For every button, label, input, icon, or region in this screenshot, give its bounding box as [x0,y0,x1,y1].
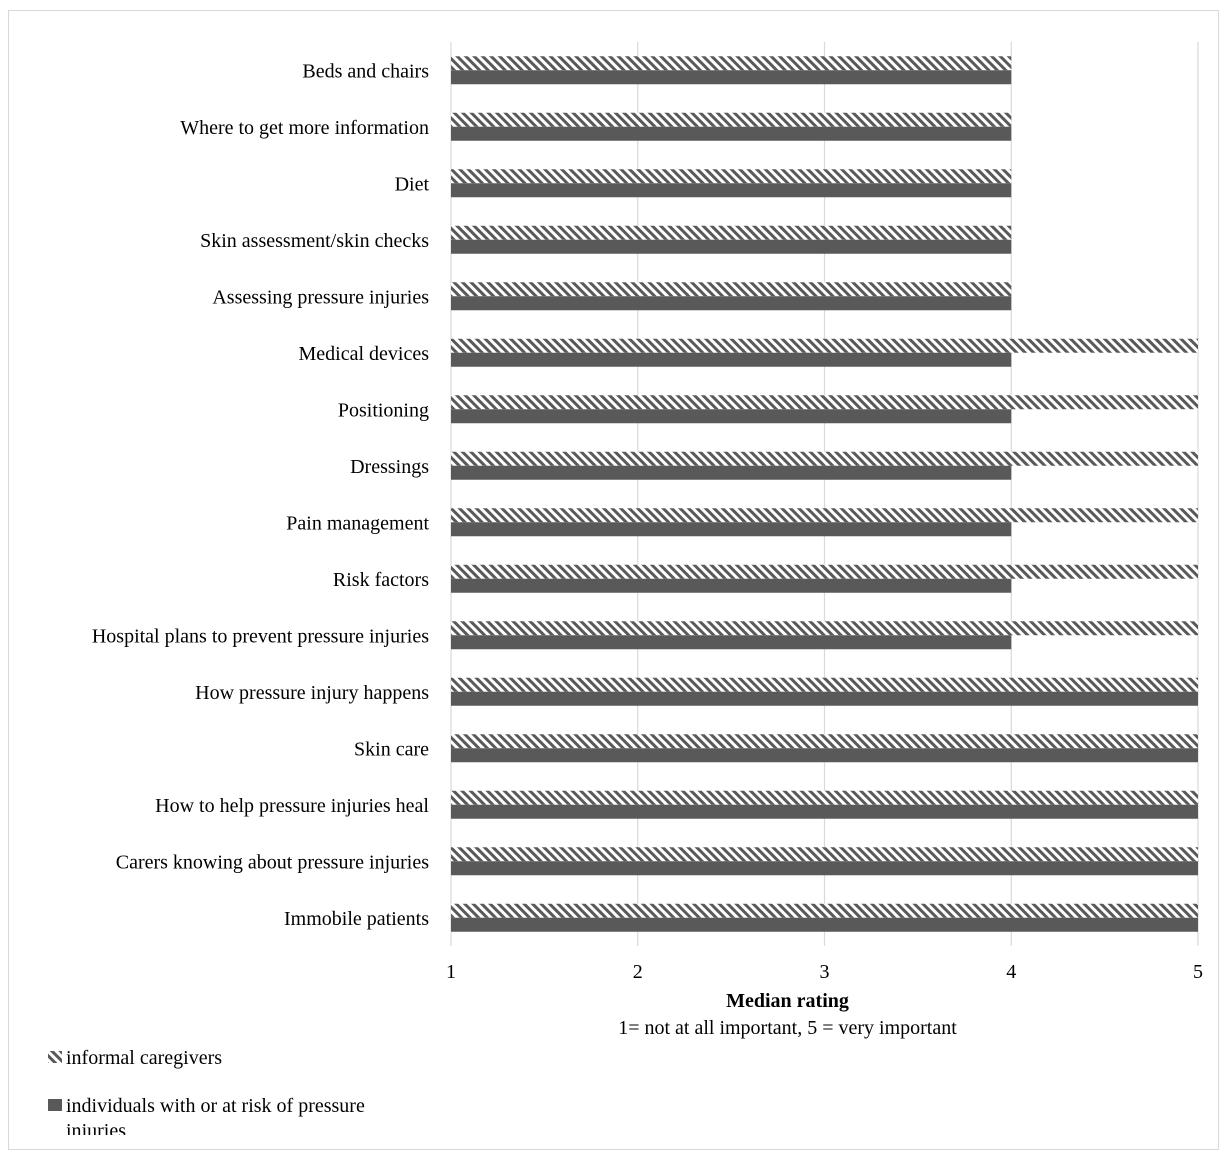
category-label: Skin assessment/skin checks [200,230,429,252]
x-tick-label: 5 [1193,961,1203,983]
bar-informal-caregivers [451,564,1198,579]
x-tick-label: 1 [446,961,456,983]
x-tick-labels: 1 2 3 4 5 [446,961,1203,983]
legend: informal caregivers individuals with or … [48,1047,370,1135]
legend-swatch-hatched [48,1051,62,1063]
category-label: Beds and chairs [302,60,429,82]
bar-individuals [451,409,1012,424]
bar-individuals [451,70,1012,85]
legend-swatch-solid [48,1099,62,1111]
category-label: Pain management [286,512,429,534]
bar-individuals [451,352,1012,367]
bar-informal-caregivers [451,56,1012,71]
category-label: How pressure injury happens [195,682,429,704]
bar-individuals [451,917,1198,932]
bar-informal-caregivers [451,338,1198,353]
bar-individuals [451,748,1198,763]
category-label: Risk factors [333,569,429,591]
bar-informal-caregivers [451,395,1198,410]
x-tick-label: 3 [820,961,830,983]
category-label: Assessing pressure injuries [212,286,429,308]
category-label: Medical devices [299,343,430,365]
category-label: Positioning [338,399,429,421]
category-label: How to help pressure injuries heal [155,795,429,817]
legend-item-individuals: individuals with or at risk of pressure … [48,1095,370,1135]
bar-informal-caregivers [451,451,1198,466]
legend-label-line-1: individuals with or at risk of pressure [66,1095,365,1117]
bar-informal-caregivers [451,508,1198,523]
bar-informal-caregivers [451,677,1198,692]
bar-individuals [451,522,1012,537]
category-label: Where to get more information [180,117,429,139]
category-label: Skin care [354,738,429,760]
legend-label-line-2: injuries [66,1120,126,1135]
bar-informal-caregivers [451,225,1012,240]
bar-individuals [451,578,1012,593]
bar-individuals [451,691,1198,706]
category-label: Carers knowing about pressure injuries [116,851,429,873]
category-label: Dressings [350,456,429,478]
bar-individuals [451,635,1012,650]
category-label: Diet [395,173,430,195]
bar-informal-caregivers [451,847,1198,862]
bar-informal-caregivers [451,169,1012,184]
x-tick-label: 2 [633,961,643,983]
bar-individuals [451,183,1012,198]
bars [451,56,1198,932]
legend-label-informal-caregivers: informal caregivers [66,1047,222,1069]
bar-informal-caregivers [451,282,1012,297]
x-axis-title: Median rating [726,990,849,1012]
bar-informal-caregivers [451,734,1198,749]
bar-individuals [451,861,1198,876]
category-labels: Beds and chairs Where to get more informa… [92,60,430,930]
bar-informal-caregivers [451,621,1198,636]
bar-individuals [451,239,1012,254]
category-label: Hospital plans to prevent pressure injur… [92,625,429,647]
legend-item-informal-caregivers: informal caregivers [48,1047,222,1069]
bar-individuals [451,126,1012,141]
legend-label-individuals: individuals with or at risk of pressure … [66,1095,370,1135]
bar-individuals [451,296,1012,311]
bar-informal-caregivers [451,790,1198,805]
bar-informal-caregivers [451,903,1198,918]
bar-individuals [451,465,1012,480]
bar-informal-caregivers [451,112,1012,127]
x-axis-note: 1= not at all important, 5 = very import… [618,1017,957,1039]
x-tick-label: 4 [1006,961,1016,983]
category-label: Immobile patients [284,908,429,930]
bar-individuals [451,804,1198,819]
